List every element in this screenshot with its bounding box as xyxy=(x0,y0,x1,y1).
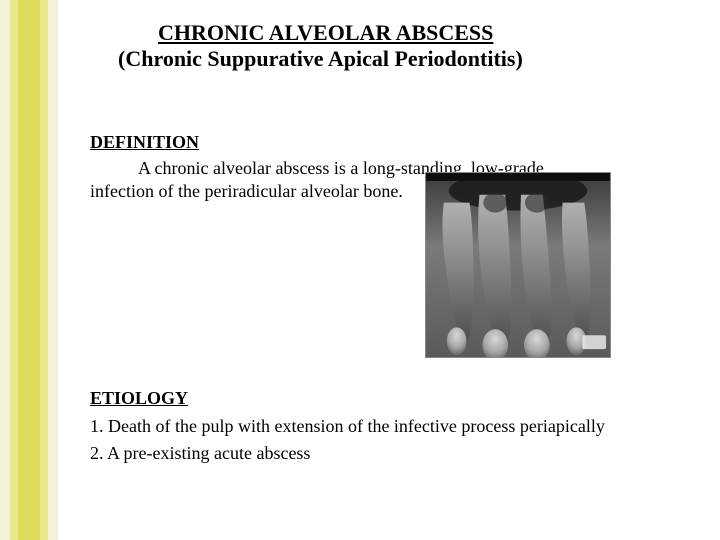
etiology-heading: ETIOLOGY xyxy=(90,388,700,409)
definition-heading: DEFINITION xyxy=(90,132,700,153)
etiology-item-1: 1. Death of the pulp with extension of t… xyxy=(90,413,700,440)
title-subtitle: (Chronic Suppurative Apical Periodontiti… xyxy=(118,46,700,72)
etiology-block: ETIOLOGY 1. Death of the pulp with exten… xyxy=(90,388,700,467)
etiology-item-2: 2. A pre-existing acute abscess xyxy=(90,440,700,467)
title-main: CHRONIC ALVEOLAR ABSCESS xyxy=(158,20,700,46)
radiograph-image xyxy=(425,172,611,358)
title-block: CHRONIC ALVEOLAR ABSCESS (Chronic Suppur… xyxy=(118,20,700,72)
decorative-sidebar-band xyxy=(0,0,58,540)
